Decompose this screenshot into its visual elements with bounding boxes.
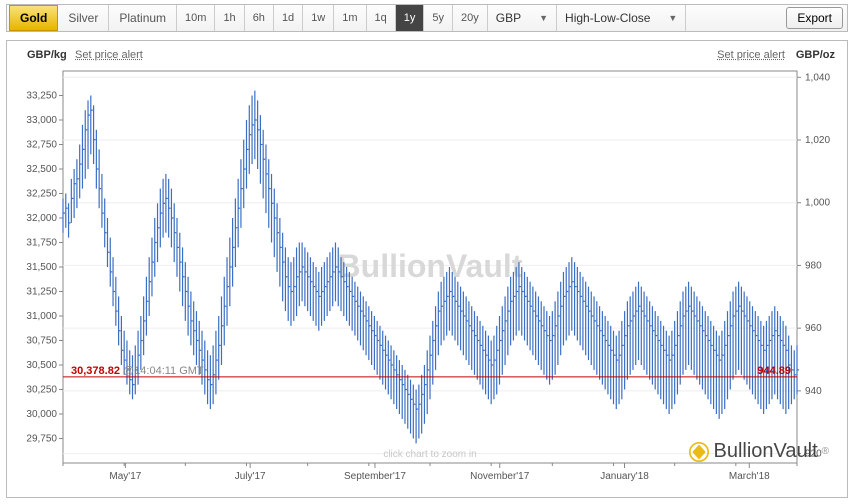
- price-chart[interactable]: 29,750 30,000 30,250 30,500 30,750 31,000 31,2…: [7, 41, 847, 497]
- svg-text:940: 940: [805, 386, 822, 397]
- timeframe-tab-1w[interactable]: 1w: [303, 5, 334, 31]
- timeframe-tab-5y[interactable]: 5y: [424, 5, 453, 31]
- svg-text:BullionVault: BullionVault: [338, 248, 523, 284]
- timeframe-tab-1d[interactable]: 1d: [274, 5, 303, 31]
- timeframe-tab-1m[interactable]: 1m: [334, 5, 366, 31]
- brand-logo: BullionVault ®: [689, 440, 829, 463]
- svg-text:July'17: July'17: [235, 471, 266, 482]
- metal-tab-platinum[interactable]: Platinum: [109, 5, 177, 31]
- svg-text:November'17: November'17: [470, 471, 530, 482]
- toolbar: GoldSilverPlatinum10m1h6h1d1w1m1q1y5y20y…: [6, 4, 848, 32]
- svg-text:30,378.82 @14:04:11 GMT: 30,378.82 @14:04:11 GMT: [71, 365, 204, 377]
- svg-text:1,020: 1,020: [805, 135, 830, 146]
- svg-text:March'18: March'18: [729, 471, 770, 482]
- svg-text:1,000: 1,000: [805, 198, 830, 209]
- svg-text:30,250: 30,250: [26, 385, 57, 396]
- svg-text:January'18: January'18: [600, 471, 649, 482]
- svg-text:click chart to zoom in: click chart to zoom in: [383, 449, 476, 460]
- metal-tab-gold[interactable]: Gold: [9, 5, 58, 31]
- currency-dropdown[interactable]: GBP▼: [488, 5, 557, 31]
- svg-text:29,750: 29,750: [26, 434, 57, 445]
- brand-name: BullionVault: [713, 440, 817, 463]
- svg-text:30,500: 30,500: [26, 360, 57, 371]
- svg-text:31,500: 31,500: [26, 262, 57, 273]
- svg-text:944.89: 944.89: [757, 365, 791, 377]
- svg-text:30,000: 30,000: [26, 409, 57, 420]
- timeframe-tab-6h[interactable]: 6h: [245, 5, 274, 31]
- svg-text:980: 980: [805, 260, 822, 271]
- timeframe-tab-20y[interactable]: 20y: [453, 5, 488, 31]
- svg-text:32,750: 32,750: [26, 140, 57, 151]
- brand-tm: ®: [822, 446, 829, 457]
- svg-text:32,000: 32,000: [26, 213, 57, 224]
- svg-text:31,000: 31,000: [26, 311, 57, 322]
- metal-tab-silver[interactable]: Silver: [58, 5, 109, 31]
- svg-text:33,000: 33,000: [26, 115, 57, 126]
- chart-container: GBP/kg Set price alert Set price alert G…: [6, 40, 848, 498]
- svg-text:32,500: 32,500: [26, 164, 57, 175]
- svg-text:33,250: 33,250: [26, 91, 57, 102]
- timeframe-tab-1q[interactable]: 1q: [367, 5, 396, 31]
- timeframe-tab-1y[interactable]: 1y: [396, 5, 425, 31]
- svg-text:September'17: September'17: [344, 471, 406, 482]
- svg-text:960: 960: [805, 323, 822, 334]
- vault-icon: [689, 442, 709, 462]
- timeframe-tab-10m[interactable]: 10m: [177, 5, 215, 31]
- svg-text:31,750: 31,750: [26, 238, 57, 249]
- svg-text:31,250: 31,250: [26, 287, 57, 298]
- svg-text:May'17: May'17: [109, 471, 141, 482]
- svg-text:1,040: 1,040: [805, 72, 830, 83]
- svg-text:32,250: 32,250: [26, 189, 57, 200]
- export-button[interactable]: Export: [786, 7, 843, 29]
- timeframe-tab-1h[interactable]: 1h: [215, 5, 244, 31]
- svg-text:30,750: 30,750: [26, 336, 57, 347]
- charttype-dropdown[interactable]: High-Low-Close▼: [557, 5, 686, 31]
